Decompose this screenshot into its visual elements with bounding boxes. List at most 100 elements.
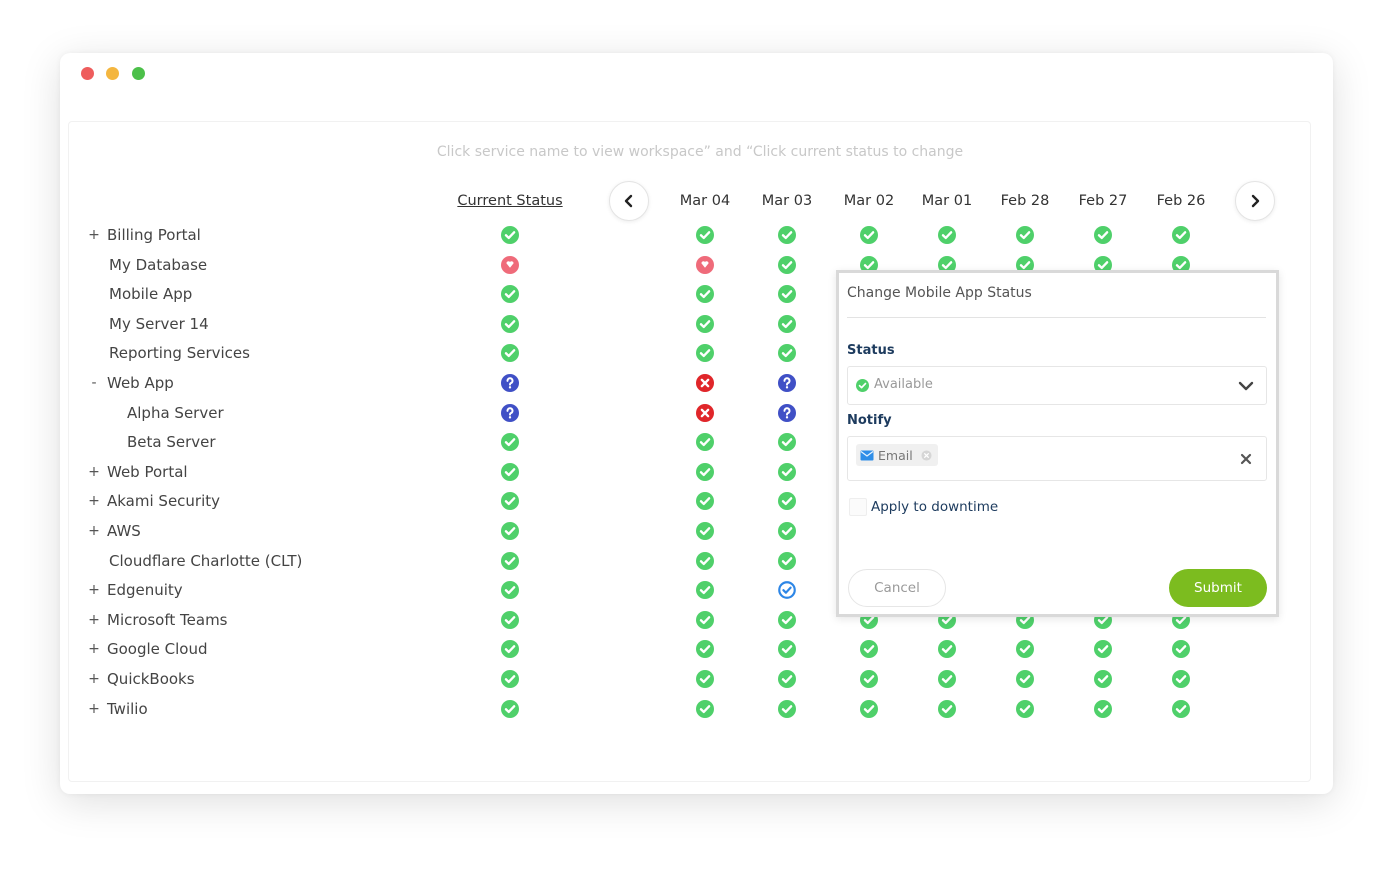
history-check-circle-icon — [938, 640, 956, 659]
current-status-check-circle-icon[interactable] — [501, 640, 519, 659]
history-check-circle-icon — [1172, 670, 1190, 688]
expand-toggle[interactable]: + — [88, 493, 100, 510]
history-check-circle-icon — [1094, 699, 1112, 718]
status-select-value: Available — [874, 377, 933, 392]
current-status-question-circle-icon[interactable] — [501, 403, 519, 422]
current-status-check-circle-icon[interactable] — [501, 610, 519, 629]
current-status-check-circle-icon[interactable] — [501, 670, 519, 688]
current-status-check-circle-icon[interactable] — [501, 522, 519, 540]
service-name[interactable]: My Server 14 — [109, 314, 209, 333]
apply-downtime-label: Apply to downtime — [871, 499, 999, 515]
service-name[interactable]: Web Portal — [107, 462, 188, 481]
close-window-button[interactable] — [81, 67, 94, 80]
history-check-circle-icon — [778, 344, 796, 363]
expand-toggle[interactable]: + — [88, 641, 100, 658]
current-status-check-circle-icon[interactable] — [501, 226, 519, 244]
history-check-circle-icon — [696, 314, 714, 333]
history-check-circle-icon — [778, 492, 796, 511]
history-check-circle-icon — [1094, 255, 1112, 274]
current-status-check-circle-icon[interactable] — [501, 433, 519, 452]
status-select[interactable]: Available — [847, 366, 1267, 405]
service-name[interactable]: Cloudflare Charlotte (CLT) — [109, 551, 303, 570]
service-name[interactable]: AWS — [107, 522, 141, 540]
check-circle-icon — [856, 379, 869, 392]
history-check-circle-icon — [778, 522, 796, 540]
current-status-check-circle-icon[interactable] — [501, 699, 519, 718]
history-check-circle-icon — [1172, 640, 1190, 659]
service-name[interactable]: Google Cloud — [107, 640, 208, 659]
status-label: Status — [847, 343, 895, 358]
history-check-circle-icon — [696, 551, 714, 570]
service-name[interactable]: My Database — [109, 255, 208, 274]
history-check-circle-icon — [1094, 226, 1112, 244]
chevron-left-icon — [624, 194, 633, 208]
history-check-circle-icon — [696, 670, 714, 688]
email-tag-label: Email — [878, 447, 913, 463]
current-status-check-circle-icon[interactable] — [501, 314, 519, 333]
expand-toggle[interactable]: + — [88, 227, 100, 243]
history-check-circle-icon — [1172, 699, 1190, 718]
history-check-circle-icon — [860, 699, 878, 718]
expand-toggle[interactable]: + — [88, 671, 100, 687]
current-status-question-circle-icon[interactable] — [501, 374, 519, 392]
service-name[interactable]: Reporting Services — [109, 344, 250, 363]
history-check-circle-icon — [1016, 699, 1034, 718]
next-dates-button[interactable] — [1235, 181, 1275, 221]
current-status-check-circle-icon[interactable] — [501, 462, 519, 481]
current-status-check-circle-icon[interactable] — [501, 551, 519, 570]
change-status-modal: Change Mobile App Status Status Availabl… — [836, 270, 1279, 617]
history-check-circle-icon — [1094, 640, 1112, 659]
history-check-circle-icon — [778, 670, 796, 688]
service-name[interactable]: Twilio — [107, 699, 148, 718]
expand-toggle[interactable]: + — [88, 463, 100, 480]
submit-button[interactable]: Submit — [1169, 569, 1267, 607]
expand-toggle[interactable]: + — [88, 582, 100, 599]
service-name[interactable]: QuickBooks — [107, 670, 195, 688]
history-check-circle-icon — [1016, 640, 1034, 659]
collapse-toggle[interactable]: - — [91, 375, 97, 391]
service-name[interactable]: Akami Security — [107, 492, 221, 511]
current-status-check-circle-icon[interactable] — [501, 492, 519, 511]
expand-toggle[interactable]: + — [88, 523, 100, 539]
clear-icon[interactable] — [1240, 453, 1252, 465]
service-name[interactable]: Billing Portal — [107, 226, 201, 244]
history-check-circle-icon — [860, 226, 878, 244]
current-status-check-circle-icon[interactable] — [501, 581, 519, 600]
service-name[interactable]: Mobile App — [109, 285, 193, 304]
date-header: Mar 04 — [679, 193, 731, 209]
history-check-circle-icon — [778, 699, 796, 718]
expand-toggle[interactable]: + — [88, 700, 100, 717]
current-status-check-circle-icon[interactable] — [501, 285, 519, 304]
service-name[interactable]: Alpha Server — [127, 403, 224, 422]
prev-dates-button[interactable] — [609, 181, 649, 221]
service-name[interactable]: Microsoft Teams — [107, 610, 228, 629]
maximize-window-button[interactable] — [132, 67, 145, 80]
history-check-circle-icon — [1016, 670, 1034, 688]
history-check-circle-icon — [696, 226, 714, 244]
apply-downtime-checkbox[interactable] — [849, 498, 867, 516]
service-name[interactable]: Beta Server — [127, 433, 216, 452]
notify-field[interactable]: Email — [847, 436, 1267, 481]
current-status-header[interactable]: Current Status — [457, 193, 563, 209]
envelope-icon — [860, 450, 874, 460]
service-name[interactable]: Edgenuity — [107, 581, 183, 600]
modal-divider — [847, 317, 1266, 318]
history-check-circle-icon — [1172, 226, 1190, 244]
history-check-circle-icon — [778, 255, 796, 274]
history-check-circle-icon — [696, 581, 714, 600]
history-check-circle-icon — [778, 610, 796, 629]
service-name[interactable]: Web App — [107, 374, 174, 392]
current-status-heart-down-icon[interactable] — [501, 255, 519, 274]
expand-toggle[interactable]: + — [88, 611, 100, 628]
cancel-button[interactable]: Cancel — [848, 569, 946, 607]
minimize-window-button[interactable] — [106, 67, 119, 80]
current-status-check-circle-icon[interactable] — [501, 344, 519, 363]
history-check-circle-icon — [938, 670, 956, 688]
history-check-outline-icon — [778, 581, 796, 600]
history-check-circle-icon — [1016, 255, 1034, 274]
history-check-circle-icon — [938, 699, 956, 718]
history-check-circle-icon — [778, 640, 796, 659]
history-check-circle-icon — [696, 344, 714, 363]
history-check-circle-icon — [696, 522, 714, 540]
remove-tag-icon[interactable] — [921, 449, 932, 461]
